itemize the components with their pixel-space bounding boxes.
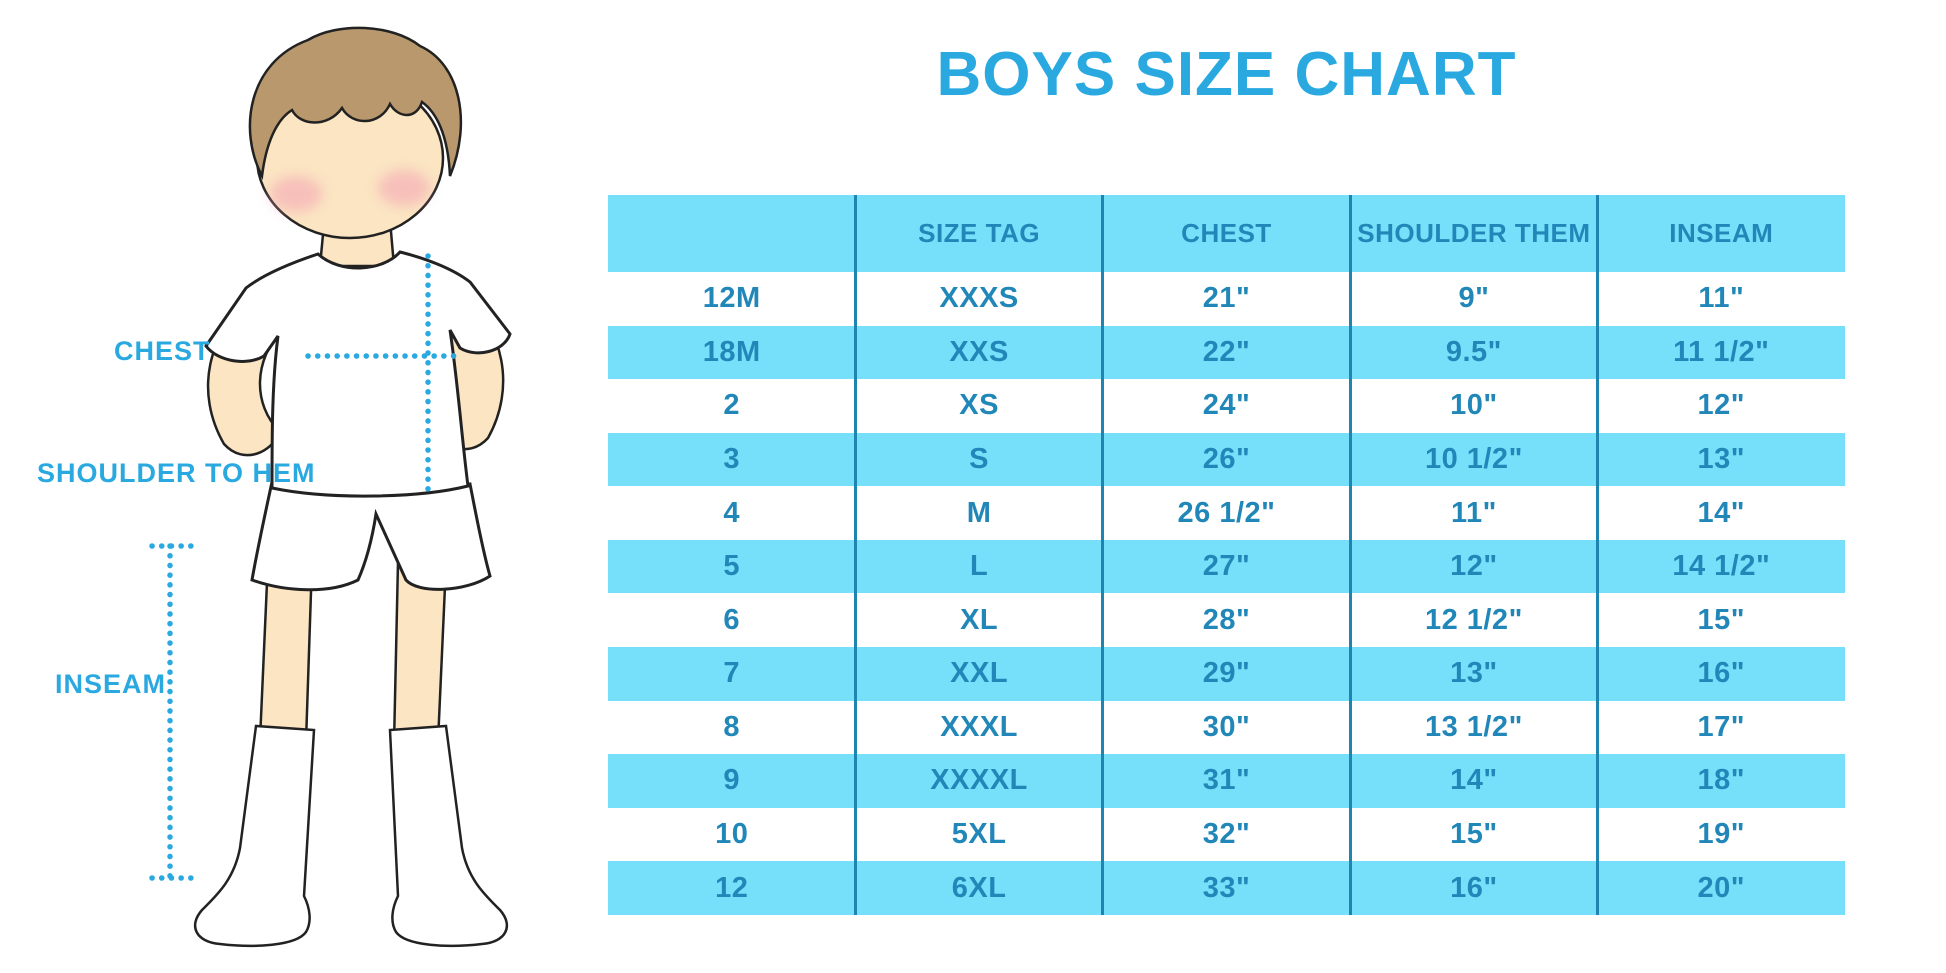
table-row: 3 S 26" 10 1/2" 13" [608,432,1845,487]
boy-illustration [149,26,512,948]
column-divider [1596,195,1600,915]
size-cell: 3 [723,443,741,476]
table-row: 8 XXXL 30" 13 1/2" 17" [608,700,1845,755]
size-cell: 2 [723,389,741,422]
value-cell: 20" [1697,871,1746,904]
size-cell: 4 [723,496,741,529]
column-divider [1348,195,1352,915]
column-divider [1101,195,1105,915]
chest-label: CHEST [114,336,211,366]
left-sock [193,724,316,948]
table-row: 9 XXXXL 31" 14" 18" [608,754,1845,808]
table-row: 6 XL 28" 12 1/2" 15" [608,593,1845,648]
value-cell: 6XL [951,871,1007,904]
left-cheek [270,176,322,212]
value-cell: 18" [1697,764,1746,797]
value-cell: 31" [1202,764,1251,797]
value-cell: 15" [1450,818,1498,851]
size-cell: 18M [702,335,761,368]
table-row: 10 5XL 32" 15" 19" [608,807,1845,862]
value-cell: 27" [1202,550,1251,583]
value-cell: 5XL [951,818,1007,851]
table-row: 12M XXXS 21" 9" 11" [608,272,1845,326]
column-divider [853,195,857,915]
right-sock [388,724,509,948]
table-row: 4 M 26 1/2" 11" 14" [608,486,1845,540]
value-cell: 30" [1202,710,1251,743]
value-cell: 13 1/2" [1424,710,1523,743]
value-cell: 22" [1202,335,1251,368]
column-header [608,195,855,272]
value-cell: 11 1/2" [1673,335,1770,368]
value-cell: 11" [1450,496,1497,529]
value-cell: 16" [1450,871,1498,904]
value-cell: XL [960,603,999,636]
value-cell: XXXXL [930,764,1028,797]
table-row: 12 6XL 33" 16" 20" [608,861,1845,915]
value-cell: 13" [1450,657,1498,690]
value-cell: 13" [1697,443,1746,476]
value-cell: M [966,496,992,529]
value-cell: 9" [1458,282,1490,315]
column-header: INSEAM [1669,218,1774,248]
value-cell: 32" [1202,818,1251,851]
value-cell: 10 1/2" [1424,443,1523,476]
t-shirt [204,250,512,498]
size-cell: 7 [723,657,741,690]
value-cell: 12" [1697,389,1746,422]
column-header: CHEST [1181,218,1272,248]
table-row: 7 XXL 29" 13" 16" [608,647,1845,701]
value-cell: 14" [1450,764,1498,797]
table-row: 2 XS 24" 10" 12" [608,379,1845,433]
value-cell: 24" [1202,389,1251,422]
column-header: SIZE TAG [918,218,1041,248]
value-cell: 21" [1202,282,1251,315]
inseam-label: INSEAM [55,669,167,699]
value-cell: XXS [949,335,1009,368]
table-row: 5 L 27" 12" 14 1/2" [608,539,1845,594]
measurement-figure: CHEST SHOULDER TO HEM INSEAM [0,0,560,973]
value-cell: 14 1/2" [1672,550,1771,583]
value-cell: 28" [1202,603,1251,636]
value-cell: 12" [1450,550,1498,583]
page-title: BOYS SIZE CHART [936,40,1517,109]
value-cell: 19" [1697,818,1746,851]
value-cell: S [969,443,990,476]
size-cell: 8 [723,710,741,743]
value-cell: 14" [1697,496,1746,529]
value-cell: XXXS [939,282,1019,315]
value-cell: 26" [1202,443,1251,476]
table-header-row: SIZE TAG CHEST SHOULDER THEM INSEAM [608,195,1845,272]
table-row: 18M XXS 22" 9.5" 11 1/2" [608,325,1845,380]
size-cell: 9 [723,764,741,797]
size-table: SIZE TAG CHEST SHOULDER THEM INSEAM 12M XXXS 2… [608,195,1845,915]
value-cell: 26 1/2" [1177,496,1276,529]
right-cheek [378,170,430,206]
value-cell: 10" [1450,389,1498,422]
value-cell: 15" [1697,603,1746,636]
value-cell: 29" [1202,657,1251,690]
column-header: SHOULDER THEM [1357,218,1591,248]
value-cell: XXXL [940,710,1018,743]
hair [248,26,463,181]
size-cell: 12 [715,871,749,904]
shorts [250,480,492,592]
size-cell: 5 [723,550,741,583]
value-cell: 17" [1697,710,1746,743]
shoulder-to-hem-label: SHOULDER TO HEM [37,458,316,488]
value-cell: L [969,550,989,583]
value-cell: XXL [950,657,1009,690]
value-cell: 9.5" [1445,335,1502,368]
value-cell: XS [959,389,999,422]
value-cell: 16" [1697,657,1746,690]
size-cell: 10 [715,818,749,851]
value-cell: 33" [1202,871,1251,904]
value-cell: 11" [1698,282,1745,315]
value-cell: 12 1/2" [1424,603,1523,636]
size-cell: 12M [702,282,761,315]
size-cell: 6 [723,603,741,636]
